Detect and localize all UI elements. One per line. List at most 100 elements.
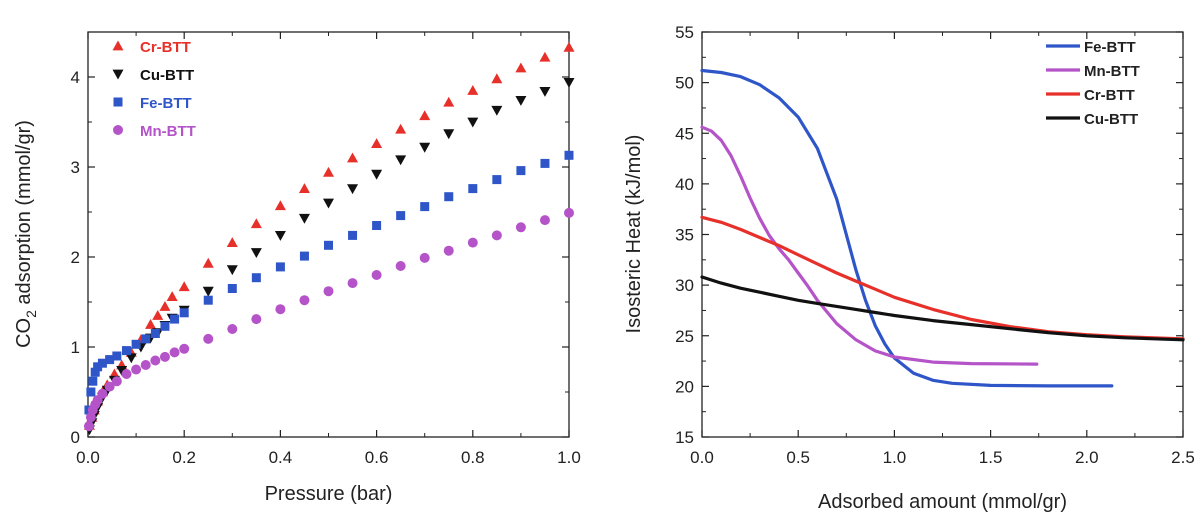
legend-label: Cu-BTT xyxy=(1084,111,1138,128)
data-point-fe-btt xyxy=(276,262,285,271)
data-point-mn-btt xyxy=(299,295,309,305)
data-point-mn-btt xyxy=(540,215,550,225)
isosteric-heat-chart: 0.0 0.5 1.0 1.5 2.0 2.5 15 20 25 30 35 40 45 50 55 Adso… xyxy=(623,23,1195,513)
y-tick-label: 3 xyxy=(71,158,80,177)
data-point-fe-btt xyxy=(324,241,333,250)
data-point-cu-btt xyxy=(564,78,575,88)
data-point-cu-btt xyxy=(419,143,430,153)
y-tick-label: 1 xyxy=(71,338,80,357)
data-point-fe-btt xyxy=(86,388,95,397)
data-point-mn-btt xyxy=(372,270,382,280)
legend-marker-cr-btt xyxy=(113,41,124,51)
x-tick-label: 0.2 xyxy=(172,448,196,467)
data-point-fe-btt xyxy=(492,175,501,184)
data-point-cr-btt xyxy=(152,310,163,320)
data-point-cr-btt xyxy=(275,200,286,210)
data-point-mn-btt xyxy=(121,369,131,379)
x-tick-label: 0.6 xyxy=(365,448,389,467)
x-tick-label: 2.5 xyxy=(1171,448,1195,467)
y-tick-label: 35 xyxy=(675,226,694,245)
y-axis-label: CO2 adsorption (mmol/gr) xyxy=(13,120,39,348)
data-point-cu-btt xyxy=(251,248,262,258)
data-point-mn-btt xyxy=(150,356,160,366)
legend-label: Mn-BTT xyxy=(140,123,196,140)
x-tick-label: 1.0 xyxy=(557,448,581,467)
data-point-mn-btt xyxy=(170,347,180,357)
data-point-fe-btt xyxy=(151,329,160,338)
data-point-fe-btt xyxy=(170,315,179,324)
data-point-mn-btt xyxy=(348,278,358,288)
data-point-mn-btt xyxy=(324,286,334,296)
y-tick-label: 0 xyxy=(71,428,80,447)
data-point-fe-btt xyxy=(420,202,429,211)
legend-marker-fe-btt xyxy=(114,98,123,107)
x-axis-label: Pressure (bar) xyxy=(265,483,393,505)
data-point-fe-btt xyxy=(141,334,150,343)
legend-label: Cr-BTT xyxy=(1084,87,1135,104)
data-point-cu-btt xyxy=(515,96,526,106)
x-tick-label: 1.5 xyxy=(979,448,1003,467)
legend-marker-cu-btt xyxy=(113,70,124,80)
data-point-fe-btt xyxy=(468,184,477,193)
data-point-cr-btt xyxy=(323,167,334,177)
data-point-cr-btt xyxy=(203,258,214,268)
data-point-cu-btt xyxy=(467,118,478,128)
y-tick-label: 50 xyxy=(675,74,694,93)
data-point-fe-btt xyxy=(252,273,261,282)
data-point-cr-btt xyxy=(179,281,190,291)
data-point-mn-btt xyxy=(444,246,454,256)
data-point-mn-btt xyxy=(227,324,237,334)
legend-label: Fe-BTT xyxy=(140,95,192,112)
legend-marker-mn-btt xyxy=(113,125,123,135)
data-point-mn-btt xyxy=(141,360,151,370)
data-point-fe-btt xyxy=(228,284,237,293)
data-point-cu-btt xyxy=(491,106,502,116)
data-point-fe-btt xyxy=(348,231,357,240)
data-point-cu-btt xyxy=(371,170,382,180)
legend-label: Mn-BTT xyxy=(1084,63,1140,80)
data-point-cr-btt xyxy=(467,85,478,95)
data-point-cr-btt xyxy=(564,42,575,52)
y-axis-label-part: adsorption (mmol/gr) xyxy=(13,120,35,310)
data-point-mn-btt xyxy=(564,208,574,218)
data-point-fe-btt xyxy=(88,377,97,386)
data-point-fe-btt xyxy=(516,166,525,175)
data-point-cr-btt xyxy=(347,153,358,163)
data-point-mn-btt xyxy=(97,389,107,399)
data-point-cr-btt xyxy=(167,291,178,301)
legend-label: Cr-BTT xyxy=(140,39,191,56)
series-line-mn-btt xyxy=(702,127,1037,364)
data-point-cr-btt xyxy=(515,63,526,73)
y-tick-label: 55 xyxy=(675,23,694,42)
data-point-cr-btt xyxy=(443,97,454,107)
data-point-cr-btt xyxy=(371,138,382,148)
data-point-cr-btt xyxy=(299,183,310,193)
x-tick-label: 2.0 xyxy=(1075,448,1099,467)
y-tick-label: 2 xyxy=(71,248,80,267)
data-point-cu-btt xyxy=(275,231,286,241)
y-axis-label-part: CO xyxy=(13,318,35,348)
data-point-cr-btt xyxy=(145,319,156,329)
data-point-mn-btt xyxy=(275,304,285,314)
data-point-cu-btt xyxy=(299,214,310,224)
data-point-cr-btt xyxy=(539,52,550,62)
y-axis-label-subscript: 2 xyxy=(23,310,39,318)
y-tick-label: 45 xyxy=(675,124,694,143)
legend-label: Cu-BTT xyxy=(140,67,194,84)
x-tick-label: 0.5 xyxy=(786,448,810,467)
data-point-cr-btt xyxy=(159,301,170,311)
data-point-cr-btt xyxy=(491,73,502,83)
data-point-fe-btt xyxy=(565,151,574,160)
x-axis-label: Adsorbed amount (mmol/gr) xyxy=(818,491,1067,513)
x-tick-label: 0.0 xyxy=(76,448,100,467)
data-point-fe-btt xyxy=(180,308,189,317)
y-tick-label: 40 xyxy=(675,175,694,194)
data-point-cu-btt xyxy=(203,287,214,297)
data-point-cr-btt xyxy=(251,218,262,228)
data-point-cu-btt xyxy=(227,265,238,275)
x-tick-label: 0.4 xyxy=(269,448,293,467)
data-point-fe-btt xyxy=(204,296,213,305)
data-point-mn-btt xyxy=(203,334,213,344)
data-point-fe-btt xyxy=(122,346,131,355)
